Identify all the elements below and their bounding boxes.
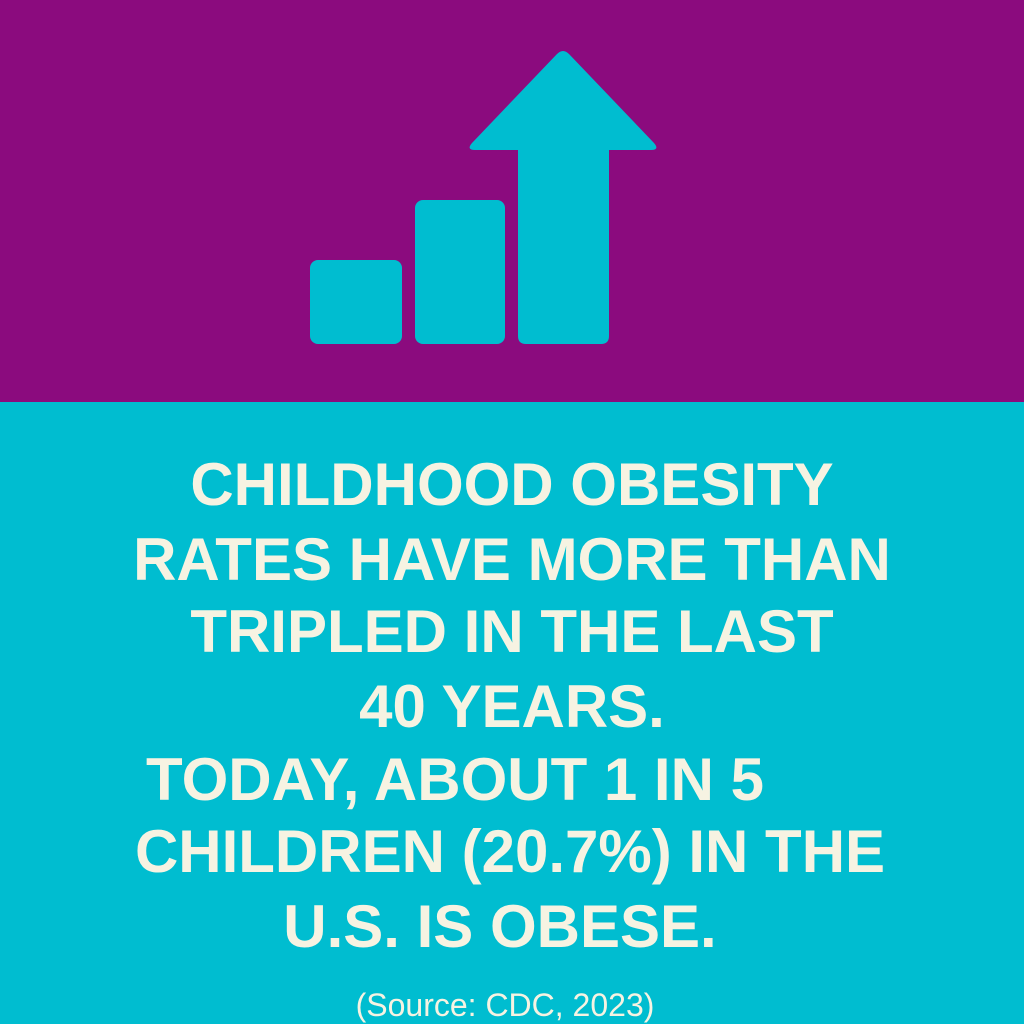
- bottom-panel: [0, 402, 1024, 1024]
- icon-bar: [310, 260, 402, 344]
- headline-line: TRIPLED IN THE LAST: [190, 598, 833, 665]
- top-panel: [0, 0, 1024, 402]
- source: (Source: CDC, 2023): [356, 987, 655, 1023]
- headline-line: U.S. IS OBESE.: [283, 893, 716, 960]
- headline-line: CHILDREN (20.7%) IN THE: [135, 818, 885, 885]
- icon-bar: [415, 200, 505, 344]
- headline-line: 40 YEARS.: [359, 673, 665, 740]
- icon-arrow: [469, 51, 657, 344]
- growth-icon: [310, 51, 657, 344]
- headline-line: CHILDHOOD OBESITY: [190, 451, 833, 518]
- headline-line: TODAY, ABOUT 1 IN 5: [146, 746, 764, 813]
- headline-line: RATES HAVE MORE THAN: [133, 526, 891, 593]
